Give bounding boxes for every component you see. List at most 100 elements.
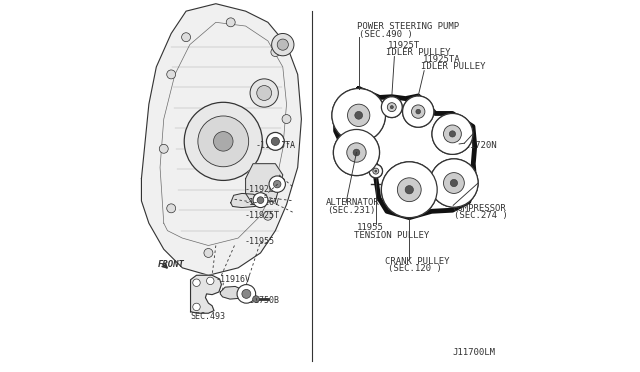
Polygon shape — [231, 193, 261, 208]
Circle shape — [444, 125, 461, 143]
Circle shape — [375, 170, 377, 172]
Circle shape — [416, 109, 420, 114]
Text: SEC.493: SEC.493 — [191, 312, 225, 321]
Circle shape — [412, 105, 425, 118]
Text: -11916V: -11916V — [245, 198, 280, 207]
Circle shape — [403, 96, 434, 127]
Circle shape — [193, 279, 200, 286]
Text: FRONT: FRONT — [157, 260, 184, 269]
Circle shape — [353, 149, 360, 156]
Circle shape — [250, 79, 278, 107]
Circle shape — [253, 296, 259, 302]
Circle shape — [451, 179, 458, 187]
Circle shape — [227, 18, 235, 27]
Circle shape — [387, 103, 396, 112]
Circle shape — [277, 39, 289, 50]
Text: CRANK PULLEY: CRANK PULLEY — [385, 257, 450, 266]
Circle shape — [266, 132, 284, 150]
Circle shape — [355, 111, 363, 119]
Text: (SEC.120 ): (SEC.120 ) — [388, 264, 442, 273]
Circle shape — [381, 97, 402, 118]
Text: 11955: 11955 — [356, 223, 383, 232]
Circle shape — [451, 179, 458, 187]
Circle shape — [405, 186, 413, 194]
Text: -11925T: -11925T — [245, 211, 280, 219]
Text: COMPRESSOR: COMPRESSOR — [452, 204, 506, 213]
Circle shape — [198, 116, 249, 167]
Circle shape — [282, 115, 291, 124]
Text: TENSION PULLEY: TENSION PULLEY — [354, 231, 429, 240]
Circle shape — [167, 204, 175, 213]
Circle shape — [390, 106, 394, 109]
Text: -11916V: -11916V — [216, 275, 251, 284]
Circle shape — [375, 170, 377, 172]
Circle shape — [397, 178, 421, 202]
Circle shape — [381, 162, 437, 218]
Circle shape — [193, 303, 200, 311]
Polygon shape — [246, 164, 283, 205]
Circle shape — [242, 289, 251, 298]
Text: 11925TA: 11925TA — [422, 55, 460, 64]
Circle shape — [429, 159, 478, 207]
Circle shape — [159, 144, 168, 153]
Circle shape — [347, 143, 366, 162]
Text: IDLER PULLEY: IDLER PULLEY — [421, 62, 486, 71]
Circle shape — [269, 176, 285, 192]
Circle shape — [353, 149, 360, 156]
Circle shape — [429, 159, 478, 207]
Text: J11700LM: J11700LM — [452, 348, 495, 357]
Circle shape — [347, 143, 366, 162]
Circle shape — [332, 89, 385, 142]
Text: -11720N: -11720N — [460, 141, 497, 150]
Text: (SEC.231): (SEC.231) — [328, 206, 376, 215]
Text: -11955: -11955 — [245, 237, 275, 246]
Text: 11750B: 11750B — [250, 296, 279, 305]
Circle shape — [204, 248, 213, 257]
Circle shape — [444, 125, 461, 143]
Circle shape — [449, 131, 456, 137]
Circle shape — [333, 129, 380, 176]
Circle shape — [264, 211, 273, 220]
Circle shape — [332, 89, 385, 142]
Circle shape — [214, 132, 233, 151]
Circle shape — [237, 285, 255, 303]
Text: (SEC.274 ): (SEC.274 ) — [454, 211, 508, 220]
Circle shape — [403, 96, 434, 127]
Circle shape — [381, 97, 402, 118]
Text: POWER STEERING PUMP: POWER STEERING PUMP — [357, 22, 460, 31]
Circle shape — [271, 48, 280, 57]
Circle shape — [167, 70, 175, 79]
Text: 11925T: 11925T — [388, 41, 420, 50]
Circle shape — [273, 180, 281, 188]
Circle shape — [348, 104, 370, 126]
Circle shape — [390, 106, 394, 109]
Circle shape — [412, 105, 425, 118]
Circle shape — [373, 168, 379, 174]
Circle shape — [369, 164, 383, 178]
Circle shape — [207, 277, 214, 285]
Circle shape — [444, 173, 465, 193]
Circle shape — [432, 113, 473, 154]
Circle shape — [373, 168, 379, 174]
Circle shape — [333, 129, 380, 176]
Circle shape — [257, 197, 264, 203]
Circle shape — [271, 33, 294, 56]
Circle shape — [257, 86, 271, 100]
Circle shape — [381, 162, 437, 218]
Circle shape — [444, 173, 465, 193]
Circle shape — [253, 193, 268, 208]
Text: IDLER PULLEY: IDLER PULLEY — [386, 48, 451, 57]
Circle shape — [449, 131, 456, 137]
Circle shape — [416, 109, 420, 114]
Polygon shape — [220, 286, 244, 299]
Text: ALTERNATOR: ALTERNATOR — [326, 198, 380, 207]
Circle shape — [405, 186, 413, 194]
Circle shape — [432, 113, 473, 154]
Circle shape — [369, 164, 383, 178]
Circle shape — [355, 111, 363, 119]
Circle shape — [348, 104, 370, 126]
Circle shape — [397, 178, 421, 202]
Text: -11926P: -11926P — [245, 185, 280, 194]
Polygon shape — [191, 275, 221, 313]
Text: -11925TA: -11925TA — [256, 141, 296, 150]
